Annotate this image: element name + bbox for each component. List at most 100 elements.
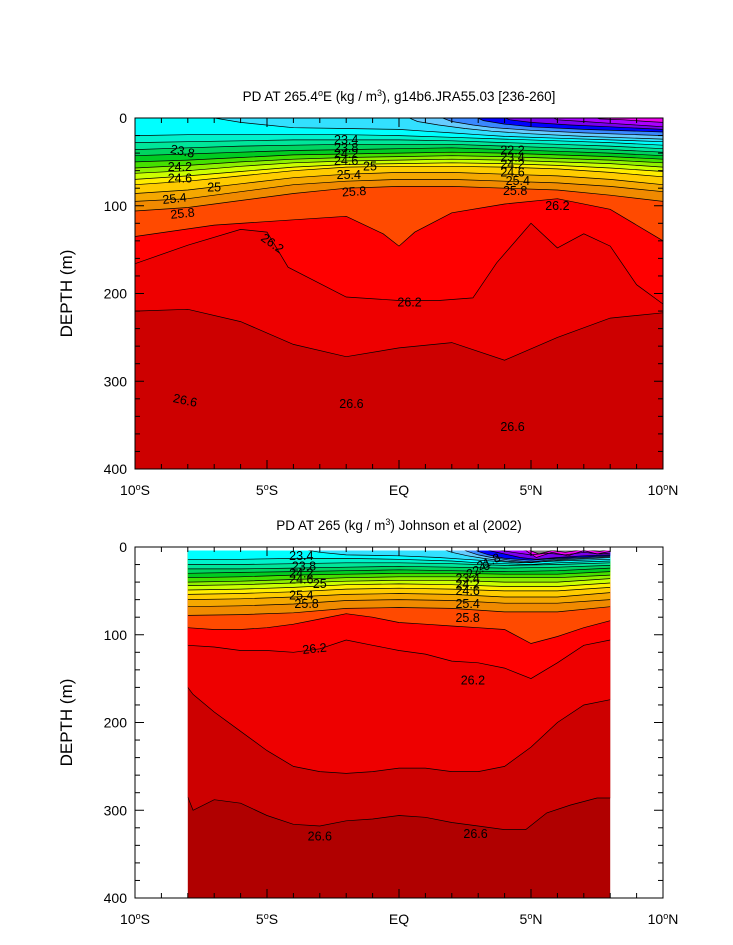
contour-label: 23.8 — [169, 142, 196, 161]
x-tick-label-part: 5 — [520, 482, 528, 498]
x-tick-label: 5oS — [256, 482, 278, 498]
contour-label: 25 — [207, 180, 221, 194]
chart-title-part: PD AT 265.4 — [243, 89, 319, 104]
contour-line — [187, 574, 611, 583]
x-tick-label-part: o — [663, 911, 668, 921]
x-tick-label-part: 5 — [520, 911, 528, 927]
contour-line — [187, 592, 611, 600]
contour-line — [187, 562, 611, 566]
contour-line — [552, 118, 663, 128]
contour-line — [135, 198, 663, 247]
contour-label: 26.2 — [397, 295, 421, 309]
contour-label: 24.6 — [168, 172, 192, 186]
contour-line — [529, 550, 607, 555]
x-axis: 10oS 5oS EQ 5oN 10oN — [120, 547, 678, 927]
contour-label: 23.4 — [455, 572, 479, 586]
chart-title-part: o — [318, 88, 323, 98]
contour-line — [135, 162, 663, 180]
x-tick-label: 10oN — [648, 911, 679, 927]
contour-label: 26.6 — [308, 830, 332, 844]
x-tick-label-part: 10 — [648, 911, 664, 927]
contour-line — [488, 550, 611, 560]
x-tick-label: 5oN — [520, 482, 543, 498]
contour-label: 25.4 — [455, 597, 479, 611]
contour-line — [187, 558, 611, 565]
contour-line — [135, 147, 663, 157]
y-tick-label: 100 — [104, 198, 128, 214]
contour-label: 22.2 — [500, 143, 524, 157]
contour-line — [135, 158, 663, 174]
contour-label: 24.2 — [500, 158, 524, 172]
contour-line — [135, 139, 663, 150]
x-tick-label-part: 10 — [120, 911, 136, 927]
x-tick-label: EQ — [389, 911, 409, 927]
contour-labels: 23.824.224.62525.425.826.226.623.423.824… — [162, 133, 570, 434]
x-tick-label: EQ — [389, 482, 409, 498]
x-tick-label-part: S — [141, 911, 150, 927]
contour-line — [135, 222, 663, 305]
contour-label: 24.6 — [500, 165, 524, 179]
contour-line — [187, 606, 611, 616]
x-tick-label-part: o — [527, 911, 532, 921]
contour-line — [135, 134, 663, 146]
y-axis: 0 100 200 300 400 — [104, 110, 663, 477]
y-axis-label: DEPTH (m) — [57, 679, 76, 767]
x-tick-label: 5oS — [256, 911, 278, 927]
contour-label: 23.8 — [334, 141, 358, 155]
contour-line — [135, 186, 663, 212]
contour-label: 24.2 — [455, 578, 479, 592]
contour-line — [135, 179, 663, 202]
contour-line — [187, 567, 611, 574]
contour-label: 26.2 — [545, 199, 569, 213]
contour-fills — [187, 550, 611, 898]
contour-label: 24.6 — [455, 584, 479, 598]
x-axis: 10oS 5oS EQ 5oN 10oN — [120, 118, 678, 498]
contour-line — [504, 118, 663, 130]
chart-title-part: 3 — [377, 88, 382, 98]
y-tick-label: 300 — [104, 802, 128, 818]
contour-label: 25 — [363, 159, 377, 173]
contour-line — [187, 639, 611, 679]
y-axis: 0 100 200 300 400 — [104, 539, 663, 906]
contour-line — [187, 565, 611, 570]
contour-lines — [187, 550, 611, 830]
x-tick-label-part: S — [269, 911, 278, 927]
chart-title-part: ), g14b6.JRA55.03 [236-260] — [382, 89, 555, 104]
x-tick-label: 5oN — [520, 911, 543, 927]
x-tick-label-part: 5 — [256, 482, 264, 498]
contour-line — [464, 550, 611, 563]
x-tick-label-part: EQ — [389, 911, 409, 927]
x-tick-label-part: o — [264, 911, 269, 921]
contour-label: 23.4 — [500, 150, 524, 164]
contour-line — [187, 587, 611, 595]
contour-line — [187, 613, 611, 644]
contour-line — [445, 550, 611, 564]
y-tick-label: 100 — [104, 627, 128, 643]
contour-line — [595, 118, 663, 123]
contour-label: 25.4 — [162, 190, 188, 206]
contour-line — [135, 151, 663, 163]
contour-line — [187, 599, 611, 608]
contour-line — [187, 687, 611, 774]
contour-label: 23.4 — [334, 133, 358, 147]
contour-label: 25.4 — [337, 168, 361, 182]
y-tick-label: 400 — [104, 890, 128, 906]
y-tick-label: 0 — [119, 110, 127, 126]
contour-line — [408, 118, 663, 140]
panel-2: 23.423.824.224.6 2525.425.826.226.621.822… — [57, 517, 678, 927]
contour-label: 24.2 — [334, 147, 358, 161]
contour-line — [187, 582, 611, 591]
contour-line — [135, 172, 663, 194]
chart-title: PD AT 265 (kg / m3) Johnson et al (2002) — [276, 517, 521, 533]
contour-label: 25.8 — [294, 597, 318, 611]
contour-line — [476, 118, 663, 133]
contour-line — [187, 571, 611, 579]
y-tick-label: 400 — [104, 461, 128, 477]
contour-label: 25.8 — [341, 184, 366, 200]
contour-label: 26.6 — [500, 420, 524, 434]
x-tick-label-part: N — [668, 911, 678, 927]
chart-title-part: 3 — [385, 517, 390, 527]
x-tick-label-part: N — [532, 911, 542, 927]
contour-label: 24.6 — [334, 154, 358, 168]
panel-1: 23.824.224.62525.425.826.226.623.423.824… — [57, 88, 678, 498]
